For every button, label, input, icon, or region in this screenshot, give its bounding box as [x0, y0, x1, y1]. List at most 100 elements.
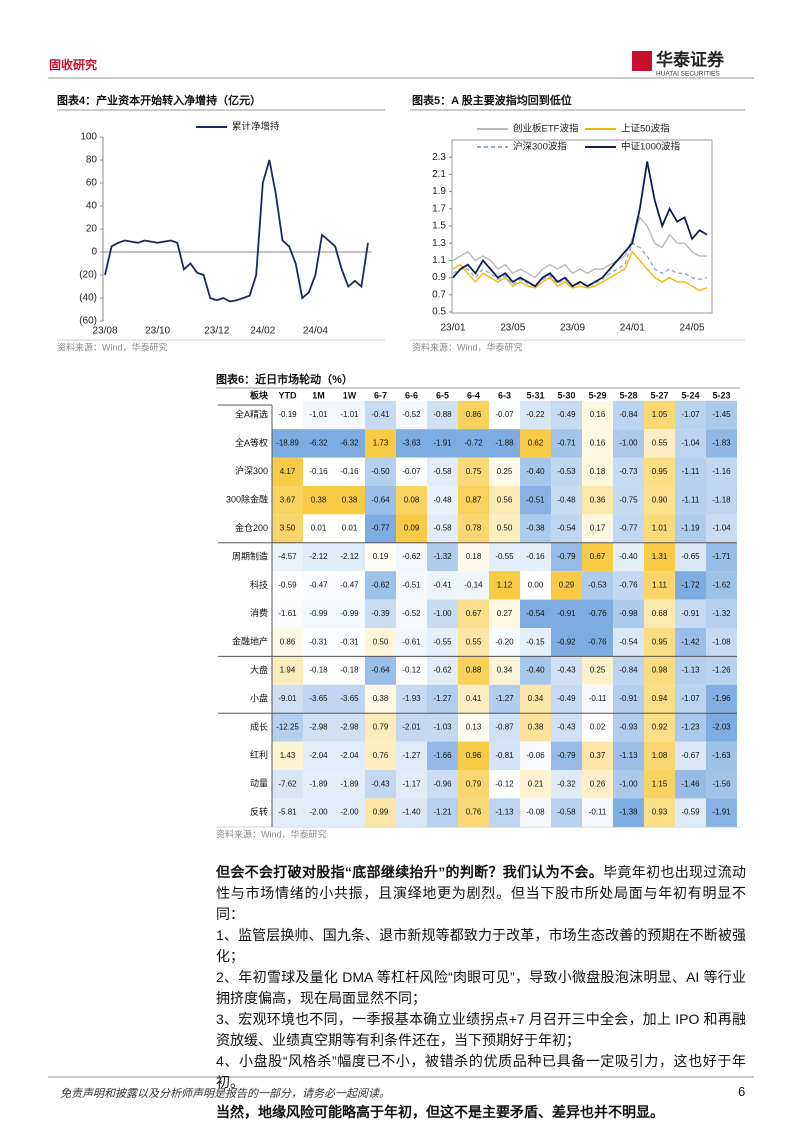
heat-cell — [520, 656, 551, 685]
heat-cell — [551, 599, 582, 628]
heat-cell — [427, 457, 458, 486]
cell-value: 0.25 — [590, 666, 606, 675]
cell-value: -0.43 — [371, 779, 390, 788]
cell-value: -1.00 — [433, 609, 452, 618]
cell-value: -0.16 — [526, 552, 545, 561]
cell-value: -0.20 — [495, 637, 514, 646]
cell-value: -1.01 — [340, 410, 359, 419]
cell-value: 0.87 — [466, 495, 482, 504]
y-tick-label: (20) — [79, 270, 97, 281]
cell-value: -0.48 — [557, 495, 576, 504]
heat-cell — [644, 400, 675, 430]
heat-cell — [396, 741, 427, 770]
heat-cell — [706, 628, 737, 657]
series-line — [104, 159, 369, 303]
heat-cell — [520, 486, 551, 515]
y-tick-label: 0.9 — [432, 272, 446, 283]
x-tick-label: 24/04 — [303, 326, 328, 337]
cell-value: -0.40 — [526, 467, 545, 476]
heat-cell — [396, 542, 427, 572]
cell-value: -1.89 — [340, 779, 359, 788]
heat-cell — [613, 713, 644, 742]
heat-cell — [365, 400, 396, 430]
heat-cell — [303, 628, 334, 657]
cell-value: -2.12 — [309, 552, 328, 561]
cell-value: 0.99 — [373, 808, 389, 817]
heat-cell — [520, 599, 551, 628]
cell-value: -0.61 — [402, 637, 421, 646]
heat-cell — [458, 684, 489, 714]
heat-cell — [458, 429, 489, 458]
cell-value: 0.19 — [373, 552, 389, 561]
heat-cell — [489, 599, 520, 628]
y-tick-label: (60) — [79, 316, 97, 327]
heat-cell — [675, 457, 706, 486]
heat-cell — [396, 457, 427, 486]
cell-value: 1.05 — [652, 410, 668, 419]
chart-source: 资料来源：Wind，华泰研究 — [57, 341, 168, 352]
cell-value: 1.08 — [652, 751, 668, 760]
cell-value: -0.59 — [278, 581, 297, 590]
heat-cell — [582, 741, 613, 770]
heat-cell — [489, 514, 520, 543]
cell-value: 0.62 — [528, 439, 544, 448]
heat-cell — [551, 542, 582, 572]
heat-cell — [458, 599, 489, 628]
heat-cell — [365, 741, 396, 770]
cell-value: -0.87 — [495, 723, 514, 732]
heat-cell — [303, 684, 334, 714]
x-tick-label: 24/05 — [680, 323, 705, 334]
cell-value: -0.58 — [557, 808, 576, 817]
cell-value: 0.18 — [466, 552, 482, 561]
cell-value: 0.55 — [466, 637, 482, 646]
cell-value: -2.04 — [309, 751, 328, 760]
row-label: 大盘 — [250, 664, 268, 675]
heat-cell — [489, 571, 520, 600]
heat-cell — [706, 400, 737, 430]
heat-cell — [582, 599, 613, 628]
cell-value: -0.77 — [619, 524, 638, 533]
cell-value: -0.51 — [402, 581, 421, 590]
heat-cell — [675, 571, 706, 600]
heat-cell — [458, 713, 489, 742]
cell-value: 1.01 — [652, 524, 668, 533]
heat-cell — [272, 571, 303, 600]
cell-value: -1.93 — [402, 694, 421, 703]
cell-value: -0.14 — [464, 581, 483, 590]
y-tick-label: 20 — [86, 224, 98, 235]
column-header: 5-31 — [526, 390, 544, 400]
heat-cell — [520, 542, 551, 572]
cell-value: -0.11 — [589, 694, 607, 703]
cell-value: -0.47 — [309, 581, 328, 590]
heat-cell — [613, 542, 644, 572]
cell-value: 0.01 — [342, 524, 358, 533]
cell-value: -1.13 — [681, 666, 700, 675]
heat-cell — [396, 656, 427, 685]
heat-cell — [644, 741, 675, 770]
cell-value: -0.67 — [681, 751, 700, 760]
cell-value: -0.55 — [495, 552, 514, 561]
cell-value: -1.27 — [495, 694, 514, 703]
heat-cell — [613, 514, 644, 543]
cell-value: -0.58 — [433, 524, 452, 533]
cell-value: -1.88 — [495, 439, 514, 448]
heat-cell — [334, 741, 365, 770]
cell-value: -0.92 — [557, 637, 576, 646]
heat-cell — [706, 514, 737, 543]
heat-cell — [334, 713, 365, 742]
heat-cell — [365, 770, 396, 799]
column-header: 5-30 — [557, 390, 575, 400]
cell-value: -3.65 — [309, 694, 328, 703]
heat-cell — [334, 514, 365, 543]
column-header: 1M — [312, 390, 325, 400]
heat-cell — [334, 599, 365, 628]
cell-value: -1.00 — [619, 439, 638, 448]
page-number: 6 — [738, 1084, 746, 1099]
cell-value: 0.34 — [528, 694, 544, 703]
cell-value: -0.91 — [681, 609, 700, 618]
heat-cell — [334, 571, 365, 600]
cell-value: -1.11 — [682, 495, 700, 504]
cell-value: 0.93 — [652, 808, 668, 817]
heat-cell — [427, 770, 458, 799]
cell-value: -1.27 — [433, 694, 452, 703]
